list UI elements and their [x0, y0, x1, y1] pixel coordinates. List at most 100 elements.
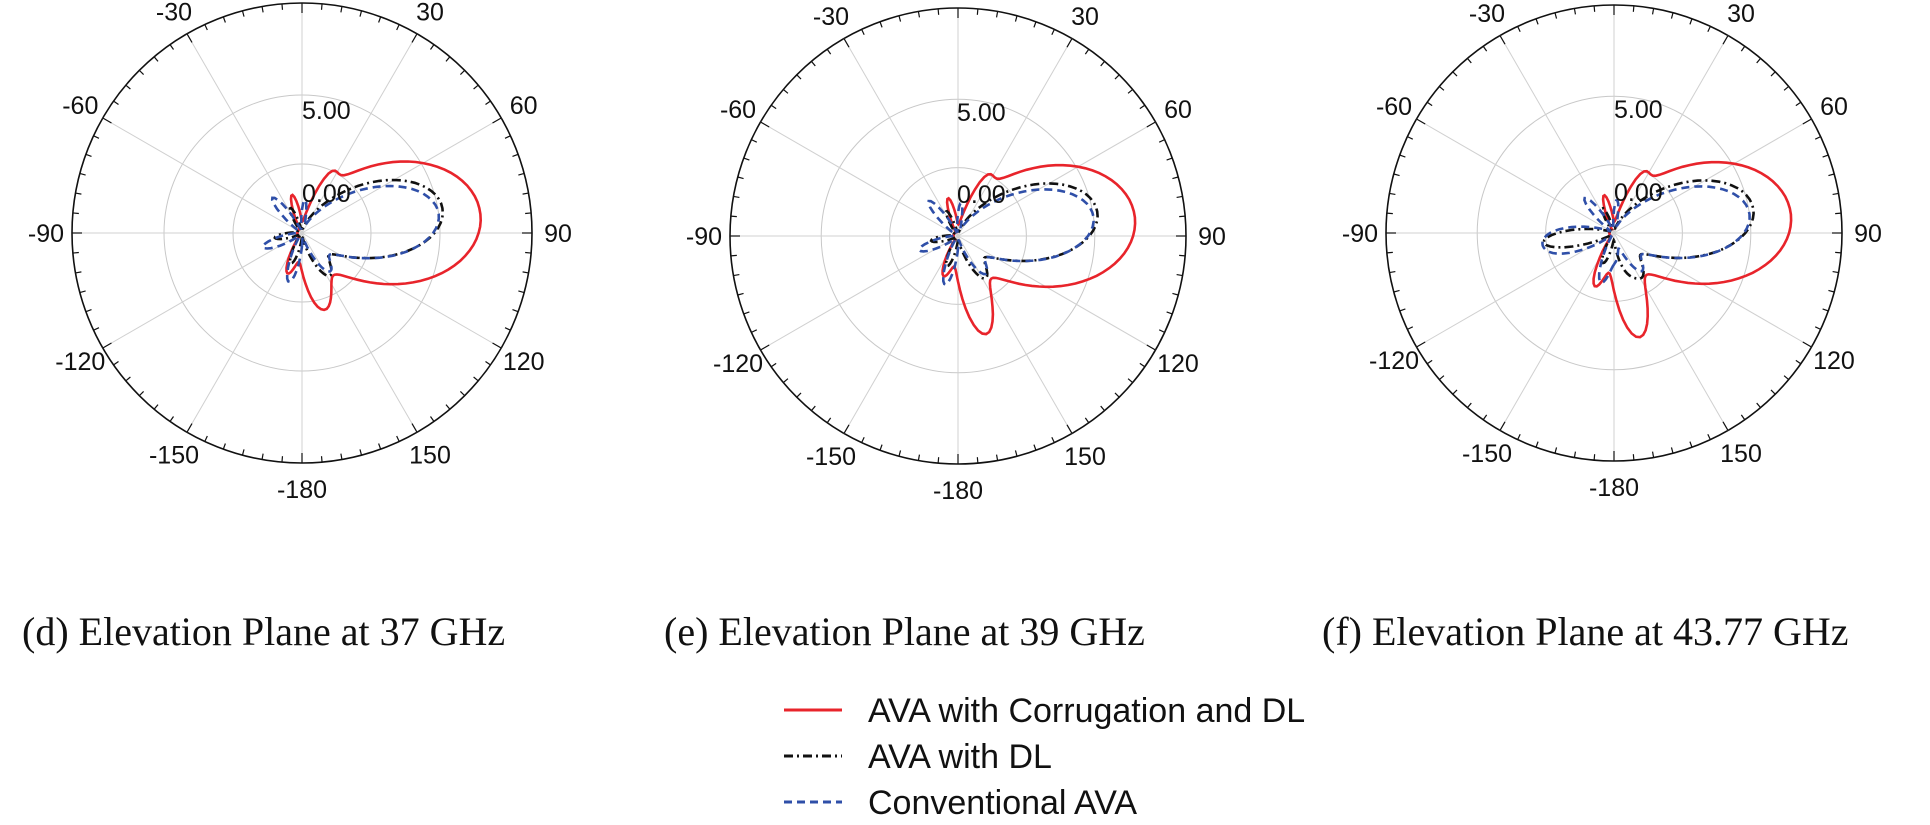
ring-tick: [730, 215, 737, 218]
ring-tick: [512, 309, 519, 313]
ring-tick: [879, 444, 883, 451]
ring-tick: [75, 192, 82, 195]
ring-tick: [445, 56, 451, 62]
ring-tick: [396, 435, 400, 442]
ring-tick: [1651, 8, 1655, 15]
ring-tick: [459, 390, 466, 397]
ring-tick: [281, 456, 284, 463]
ring-tick: [1033, 444, 1037, 451]
ring-tick: [1573, 451, 1577, 458]
ring-tick: [504, 135, 511, 139]
ring-tick: [1756, 57, 1762, 64]
ring-tick: [1416, 341, 1426, 348]
ring-tick: [917, 454, 921, 461]
ring-tick: [743, 311, 750, 315]
ring-tick: [1499, 35, 1506, 45]
ring-tick: [359, 449, 363, 456]
angle-tick-label: 150: [1064, 443, 1106, 471]
grid-spoke: [1613, 232, 1812, 348]
ring-tick: [378, 443, 382, 450]
ring-tick: [1158, 329, 1165, 333]
ring-tick: [1632, 454, 1635, 461]
ring-tick: [826, 48, 832, 55]
polar-grid-d: [71, 2, 533, 464]
ring-tick: [85, 309, 92, 313]
ring-tick: [1770, 389, 1776, 395]
ring-tick: [1452, 389, 1458, 395]
ring-tick: [1593, 454, 1596, 461]
grid-spoke: [957, 235, 1156, 351]
ring-tick: [1146, 121, 1156, 128]
ring-tick: [75, 271, 82, 274]
ring-tick: [1466, 57, 1472, 64]
angle-tick-label: -120: [713, 350, 763, 378]
ring-tick: [1835, 251, 1842, 254]
ring-tick: [222, 16, 226, 23]
ring-tick: [153, 56, 159, 62]
ring-tick: [1554, 447, 1558, 454]
ring-tick: [810, 60, 816, 67]
angle-tick-label: -120: [1369, 347, 1419, 375]
ring-tick: [1051, 29, 1055, 36]
ring-tick: [1828, 289, 1835, 293]
ring-tick: [937, 8, 940, 15]
ring-tick: [79, 290, 86, 294]
ring-tick: [782, 88, 789, 94]
ring-tick: [995, 454, 999, 461]
ring-tick: [1832, 270, 1839, 274]
ring-tick: [113, 100, 119, 106]
ring-tick: [733, 195, 740, 199]
ring-tick: [898, 15, 902, 22]
ring-tick: [396, 24, 400, 31]
ring-tick: [1176, 195, 1183, 199]
grid-spoke: [957, 38, 1073, 237]
ring-tick: [1100, 60, 1106, 67]
ring-tick: [1139, 362, 1146, 368]
ring-tick: [222, 443, 226, 450]
angle-tick-label: 120: [1157, 350, 1199, 378]
angle-ticks-f: 0306090120150-180-150-120-90-60-30: [1342, 0, 1882, 502]
ring-tick: [743, 157, 750, 161]
ring-tick: [976, 8, 979, 15]
ring-tick: [1172, 292, 1179, 296]
polar-grid-e: [729, 7, 1187, 465]
ring-tick: [429, 416, 435, 422]
ring-tick: [504, 327, 511, 331]
ring-tick: [125, 376, 131, 382]
ring-tick: [340, 453, 343, 460]
ring-tick: [1482, 45, 1488, 52]
ring-tick: [79, 172, 86, 176]
series-blue: [917, 188, 1095, 286]
ring-tick: [1426, 101, 1433, 107]
angle-tick-label: -90: [1342, 220, 1378, 248]
grid-spoke: [1613, 35, 1729, 234]
grid-spoke: [957, 235, 1073, 434]
ring-tick: [1822, 308, 1829, 312]
grid-spoke: [1416, 118, 1615, 234]
ring-tick: [1670, 447, 1674, 454]
ring-tick: [1740, 414, 1746, 421]
ring-tick: [320, 456, 323, 463]
angle-tick-label: 60: [510, 92, 538, 120]
ring-tick: [169, 416, 175, 422]
ring-tick: [1127, 88, 1134, 94]
ring-tick: [1740, 45, 1746, 52]
ring-tick: [751, 329, 758, 333]
angle-tick-label: -60: [1376, 93, 1412, 121]
ring-tick: [1407, 136, 1414, 140]
ring-tick: [359, 10, 363, 17]
ring-tick: [281, 3, 284, 10]
ring-tick: [320, 3, 323, 10]
ring-tick: [861, 436, 865, 443]
ring-tick: [445, 404, 451, 410]
ring-tick: [241, 449, 245, 456]
ring-tick: [1416, 118, 1426, 125]
ring-tick: [751, 139, 758, 143]
ring-tick: [518, 290, 525, 294]
ring-tick: [1066, 38, 1073, 48]
ring-tick: [796, 392, 802, 398]
angle-tick-label: 90: [544, 220, 572, 248]
angle-tick-label: -180: [933, 477, 983, 505]
ring-tick: [1828, 173, 1835, 177]
